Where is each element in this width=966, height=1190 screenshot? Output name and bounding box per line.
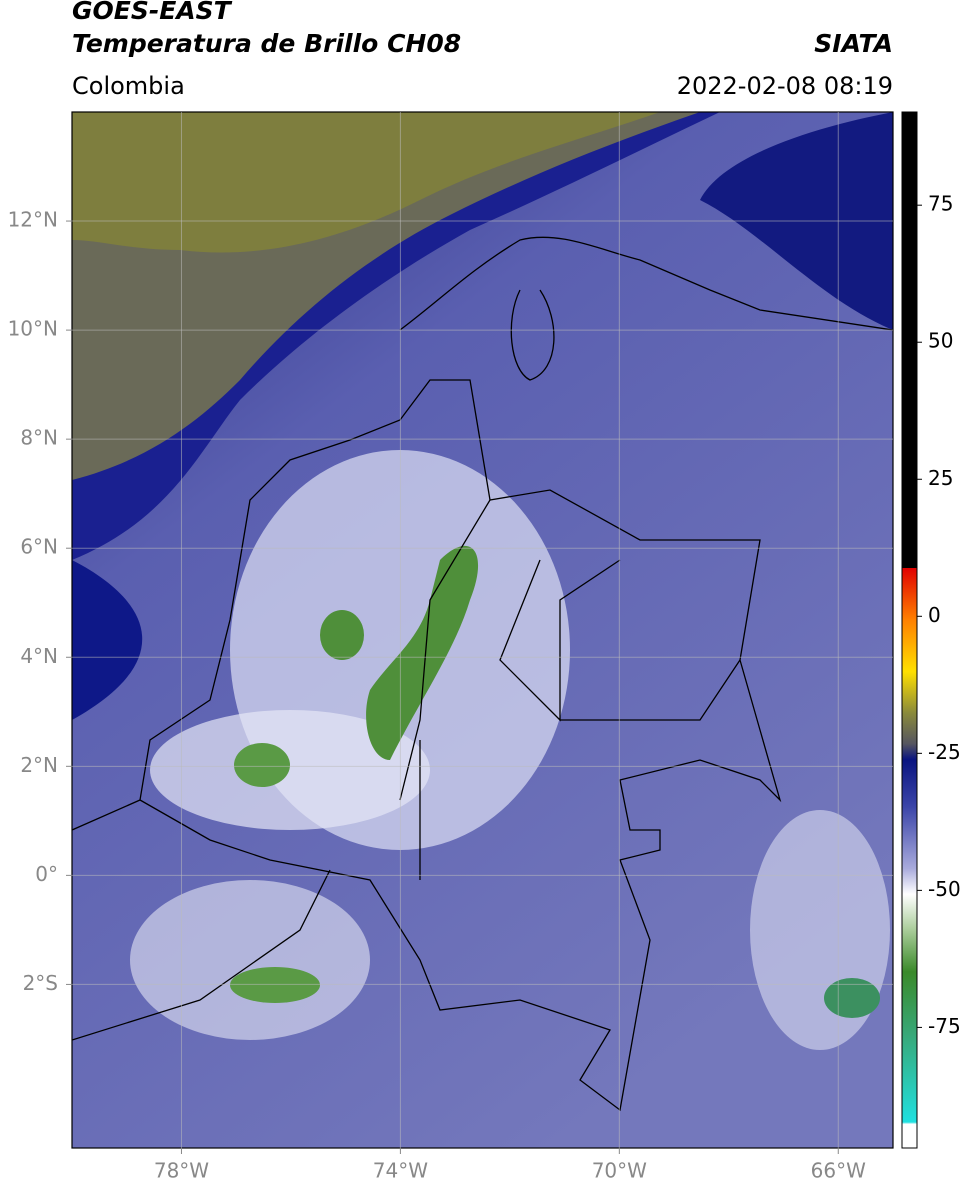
cloud (750, 810, 890, 1050)
y-tick-label: 2°S (23, 971, 58, 995)
cloud (130, 880, 370, 1040)
map-frame (71, 111, 894, 1149)
title: GOES-EAST (72, 0, 233, 25)
cold-cloud-top (320, 610, 364, 660)
colorbar-tick-label: -50 (928, 877, 961, 901)
x-tick-label: 66°W (811, 1159, 866, 1183)
source: SIATA (814, 29, 893, 58)
country-border (139, 236, 893, 1112)
colorbar-tick-label: -25 (928, 740, 961, 764)
colorbar-tick-label: 25 (928, 466, 953, 490)
dry-band-west (72, 560, 143, 720)
x-tick-label: 74°W (373, 1159, 428, 1183)
colorbar-tick-label: 75 (928, 192, 953, 216)
colorbar (901, 111, 918, 1149)
colorbar-tick-label: 50 (928, 329, 953, 353)
cold-cloud-top (230, 967, 320, 1003)
subtitle: Temperatura de Brillo CH08 (72, 29, 461, 58)
department-border (72, 499, 741, 1041)
x-tick-label: 70°W (592, 1159, 647, 1183)
colorbar-tick-label: 0 (928, 603, 941, 627)
y-tick-label: 6°N (20, 535, 58, 559)
cloud (150, 710, 430, 830)
cold-cloud-top (234, 743, 290, 787)
cold-cloud-top (366, 545, 479, 760)
satellite-image (72, 112, 893, 1148)
y-tick-label: 2°N (20, 753, 58, 777)
y-tick-label: 8°N (20, 426, 58, 450)
timestamp: 2022-02-08 08:19 (677, 72, 893, 100)
y-tick-label: 12°N (8, 208, 58, 232)
dry-air-core (72, 112, 660, 253)
x-tick-label: 78°W (154, 1159, 209, 1183)
y-tick-label: 0° (35, 862, 58, 886)
y-tick-label: 10°N (8, 317, 58, 341)
colorbar-tick-label: -75 (928, 1014, 961, 1038)
y-tick-label: 4°N (20, 644, 58, 668)
region: Colombia (72, 72, 185, 100)
